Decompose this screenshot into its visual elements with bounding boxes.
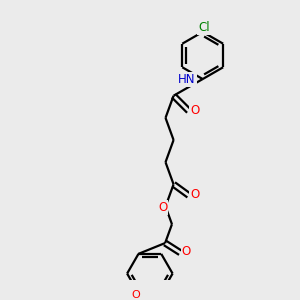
Text: O: O bbox=[158, 201, 167, 214]
Text: O: O bbox=[190, 104, 200, 118]
Text: O: O bbox=[182, 245, 191, 258]
Text: O: O bbox=[190, 188, 200, 200]
Text: Cl: Cl bbox=[198, 21, 210, 34]
Text: O: O bbox=[131, 290, 140, 300]
Text: HN: HN bbox=[178, 73, 196, 85]
